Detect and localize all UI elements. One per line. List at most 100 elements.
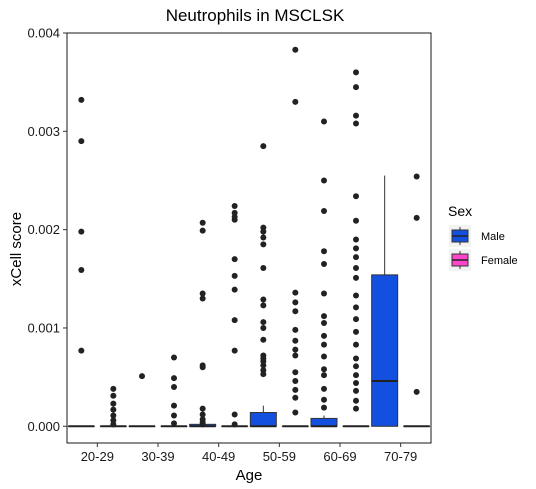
- outlier-point: [231, 421, 238, 428]
- box-male-20-29: [67, 96, 95, 428]
- outlier-point: [353, 112, 359, 119]
- outlier-point: [199, 364, 206, 371]
- y-axis-title: xCell score: [8, 212, 25, 286]
- outlier-point: [292, 289, 299, 296]
- outlier-point: [353, 380, 359, 387]
- outlier-point: [171, 375, 177, 382]
- outlier-point: [199, 405, 206, 412]
- outlier-point: [231, 411, 238, 418]
- plot-area: [66, 32, 432, 444]
- outlier-point: [231, 216, 238, 223]
- outlier-point: [353, 355, 359, 362]
- x-axis-title: Age: [236, 467, 263, 484]
- box-female-60-69: [342, 69, 370, 428]
- outlier-point: [171, 420, 177, 427]
- outlier-point: [199, 219, 206, 226]
- outlier-point: [292, 378, 299, 385]
- y-tick-label: 0.004: [27, 26, 60, 41]
- box-female-20-29: [99, 385, 127, 428]
- outlier-point: [353, 274, 359, 281]
- outlier-point: [78, 347, 85, 354]
- box-male-30-39: [128, 373, 156, 428]
- outlier-point: [260, 371, 267, 378]
- outlier-point: [231, 256, 238, 263]
- outlier-point: [260, 143, 267, 150]
- outlier-point: [413, 214, 420, 221]
- outlier-point: [110, 392, 117, 399]
- outlier-point: [199, 421, 206, 428]
- box-female-30-39: [160, 354, 188, 428]
- x-tick-label: 50-59: [263, 449, 296, 464]
- outlier-point: [292, 409, 299, 416]
- outlier-point: [231, 272, 238, 279]
- x-axis: 20-29 30-39 40-49 50-59 60-69 70-79: [81, 443, 417, 464]
- x-tick-label: 30-39: [141, 449, 174, 464]
- outlier-point: [353, 387, 359, 394]
- outlier-point: [260, 362, 267, 369]
- outlier-point: [199, 290, 206, 297]
- x-tick-label: 20-29: [81, 449, 114, 464]
- outlier-point: [110, 412, 117, 419]
- legend-entry-female: Female: [449, 249, 518, 271]
- y-tick-label: 0.000: [27, 419, 60, 434]
- legend-label: Male: [481, 231, 505, 243]
- outlier-point: [260, 296, 267, 303]
- box-body: [371, 274, 399, 427]
- box-male-60-69: [310, 118, 338, 428]
- y-axis: 0.000 0.001 0.002 0.003 0.004: [27, 26, 67, 434]
- outlier-point: [321, 290, 327, 297]
- outlier-point: [321, 118, 327, 125]
- outlier-point: [231, 317, 238, 324]
- outlier-point: [231, 347, 238, 354]
- outlier-point: [78, 96, 85, 103]
- outlier-point: [199, 411, 206, 418]
- box-male-40-49: [189, 219, 217, 428]
- outlier-point: [260, 264, 267, 271]
- legend-label: Female: [481, 255, 518, 267]
- outlier-point: [260, 234, 267, 241]
- outlier-point: [353, 69, 359, 76]
- outlier-point: [353, 341, 359, 348]
- outlier-point: [292, 326, 299, 333]
- outlier-point: [110, 406, 117, 413]
- outlier-point: [260, 319, 267, 326]
- outlier-point: [353, 245, 359, 252]
- outlier-point: [321, 366, 327, 373]
- outlier-point: [199, 295, 206, 302]
- outlier-point: [171, 354, 177, 361]
- x-tick-label: 40-49: [202, 449, 235, 464]
- outlier-point: [78, 266, 85, 273]
- outlier-point: [353, 405, 359, 412]
- outlier-point: [260, 336, 267, 343]
- outlier-point: [110, 385, 117, 392]
- x-tick-label: 60-69: [323, 449, 356, 464]
- outlier-point: [292, 346, 299, 353]
- outlier-point: [139, 373, 145, 380]
- outlier-point: [321, 313, 327, 320]
- outlier-point: [231, 286, 238, 293]
- outlier-point: [321, 207, 327, 214]
- x-tick-label: 70-79: [384, 449, 417, 464]
- outlier-point: [78, 138, 85, 145]
- y-tick-label: 0.001: [27, 320, 60, 335]
- outlier-point: [353, 217, 359, 224]
- outlier-point: [353, 193, 359, 200]
- outlier-point: [321, 404, 327, 411]
- box-body: [310, 417, 338, 427]
- outlier-point: [353, 254, 359, 261]
- outlier-point: [260, 324, 267, 331]
- box-male-50-59: [249, 143, 277, 428]
- box-female-70-79: [403, 173, 431, 428]
- box-female-40-49: [221, 203, 249, 428]
- outlier-point: [353, 236, 359, 243]
- outlier-point: [353, 304, 359, 311]
- outlier-point: [321, 341, 327, 348]
- y-tick-label: 0.003: [27, 124, 60, 139]
- outlier-point: [110, 400, 117, 407]
- outlier-point: [353, 120, 359, 127]
- legend-entry-male: Male: [449, 225, 505, 247]
- outlier-point: [171, 412, 177, 419]
- outlier-point: [292, 352, 299, 359]
- outlier-point: [321, 177, 327, 184]
